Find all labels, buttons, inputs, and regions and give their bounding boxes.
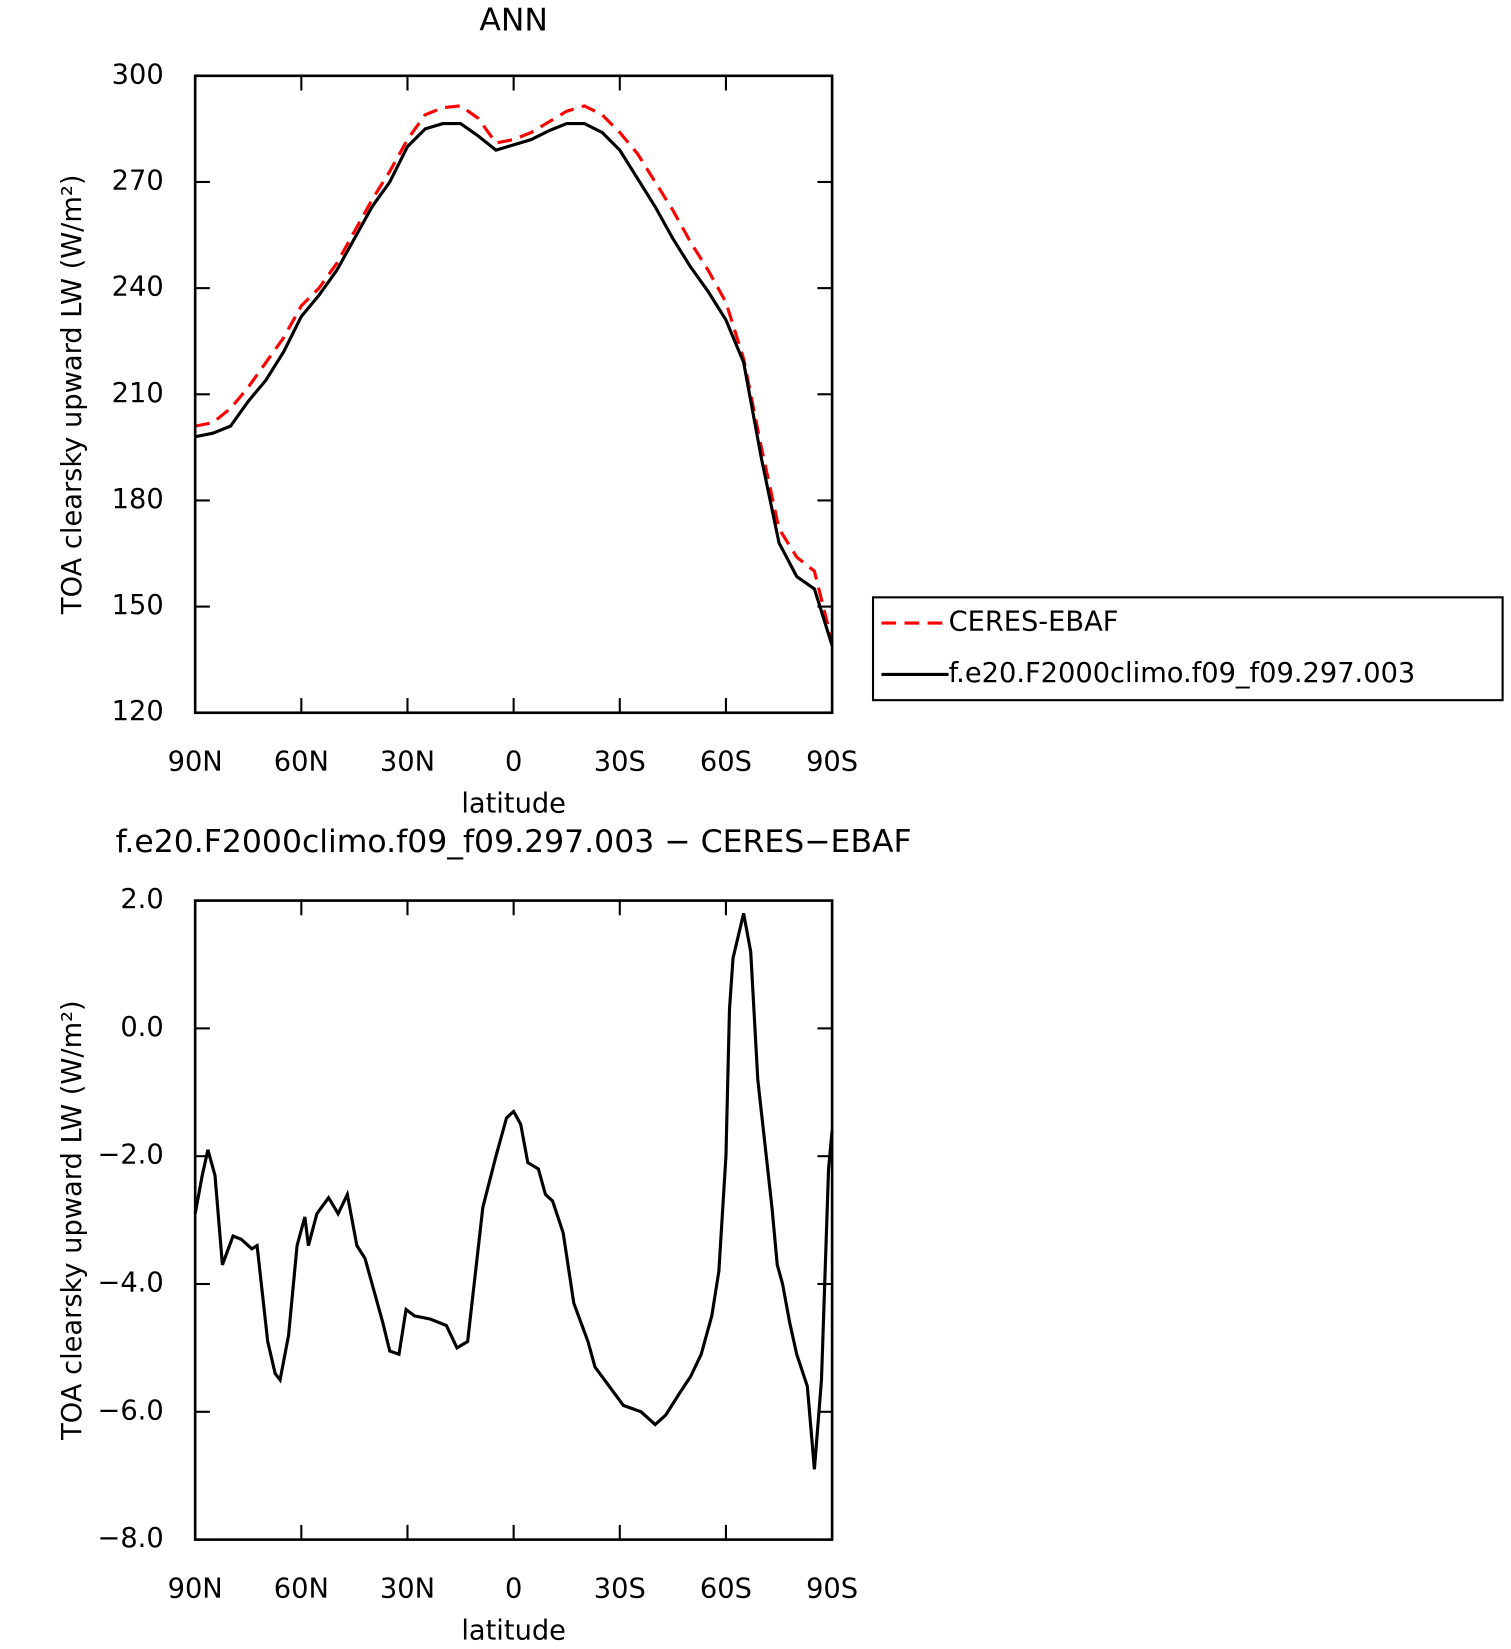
y-tick-label: 270 (112, 165, 164, 196)
x-tick-label: 30S (594, 1573, 646, 1604)
y-tick-label: 300 (112, 59, 164, 90)
x-tick-label: 30N (380, 747, 435, 778)
x-tick-label: 60N (274, 1573, 329, 1604)
x-tick-label: 90S (806, 1573, 858, 1604)
chart-title: f.e20.F2000climo.f09_f09.297.003 − CERES… (116, 824, 912, 860)
x-tick-label: 90S (806, 747, 858, 778)
y-tick-label: −4.0 (97, 1267, 163, 1298)
data-line (194, 122, 834, 646)
x-tick-label: 0 (505, 747, 522, 778)
y-tick-label: 240 (112, 272, 164, 303)
y-axis-label: TOA clearsky upward LW (W/m²) (57, 174, 88, 615)
y-tick-label: −6.0 (97, 1395, 163, 1426)
chart-title: ANN (479, 2, 548, 38)
y-axis-label: TOA clearsky upward LW (W/m²) (57, 1000, 88, 1441)
y-tick-label: 210 (112, 378, 164, 409)
x-tick-label: 30S (594, 747, 646, 778)
x-tick-label: 60N (274, 747, 329, 778)
data-line (193, 912, 834, 1470)
y-tick-label: 150 (112, 590, 164, 621)
x-tick-label: 90N (168, 747, 223, 778)
x-axis-label: latitude (461, 1615, 566, 1646)
legend-label: CERES-EBAF (949, 607, 1119, 638)
plot-frame (193, 899, 834, 1541)
legend-label: f.e20.F2000climo.f09_f09.297.003 (949, 658, 1416, 689)
y-tick-label: −2.0 (97, 1140, 163, 1171)
y-tick-label: 2.0 (120, 884, 163, 915)
x-tick-label: 0 (505, 1573, 522, 1604)
x-axis-label: latitude (461, 789, 566, 820)
x-tick-label: 90N (168, 1573, 223, 1604)
y-tick-label: 120 (112, 696, 164, 727)
y-tick-label: 180 (112, 484, 164, 515)
x-tick-label: 30N (380, 1573, 435, 1604)
plot-frame (193, 74, 834, 715)
y-tick-label: −8.0 (97, 1523, 163, 1554)
legend-box (871, 596, 1504, 702)
x-tick-label: 60S (700, 1573, 752, 1604)
data-line (194, 104, 834, 643)
y-tick-label: 0.0 (120, 1012, 163, 1043)
x-tick-label: 60S (700, 747, 752, 778)
